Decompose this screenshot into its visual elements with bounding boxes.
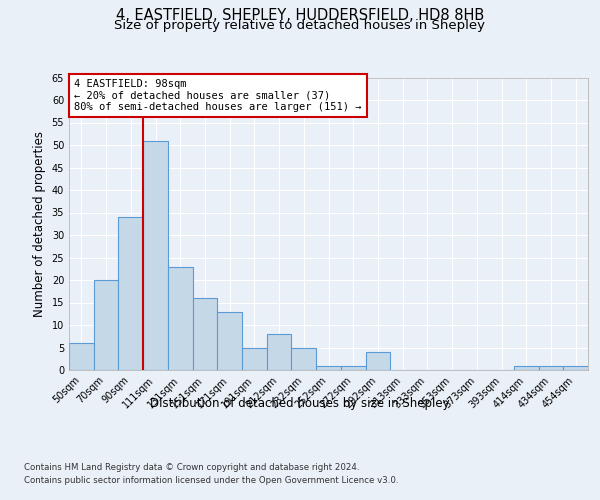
Bar <box>217 312 242 370</box>
Bar <box>69 343 94 370</box>
Bar <box>118 217 143 370</box>
Text: 4, EASTFIELD, SHEPLEY, HUDDERSFIELD, HD8 8HB: 4, EASTFIELD, SHEPLEY, HUDDERSFIELD, HD8… <box>116 8 484 22</box>
Text: Size of property relative to detached houses in Shepley: Size of property relative to detached ho… <box>115 18 485 32</box>
Bar <box>514 366 539 370</box>
Bar <box>94 280 118 370</box>
Bar <box>563 366 588 370</box>
Bar <box>193 298 217 370</box>
Text: Distribution of detached houses by size in Shepley: Distribution of detached houses by size … <box>150 398 450 410</box>
Text: 4 EASTFIELD: 98sqm
← 20% of detached houses are smaller (37)
80% of semi-detache: 4 EASTFIELD: 98sqm ← 20% of detached hou… <box>74 79 362 112</box>
Bar <box>242 348 267 370</box>
Text: Contains HM Land Registry data © Crown copyright and database right 2024.: Contains HM Land Registry data © Crown c… <box>24 462 359 471</box>
Bar <box>292 348 316 370</box>
Bar <box>267 334 292 370</box>
Bar <box>143 140 168 370</box>
Y-axis label: Number of detached properties: Number of detached properties <box>33 130 46 317</box>
Bar <box>316 366 341 370</box>
Bar <box>365 352 390 370</box>
Text: Contains public sector information licensed under the Open Government Licence v3: Contains public sector information licen… <box>24 476 398 485</box>
Bar <box>168 266 193 370</box>
Bar <box>539 366 563 370</box>
Bar <box>341 366 365 370</box>
